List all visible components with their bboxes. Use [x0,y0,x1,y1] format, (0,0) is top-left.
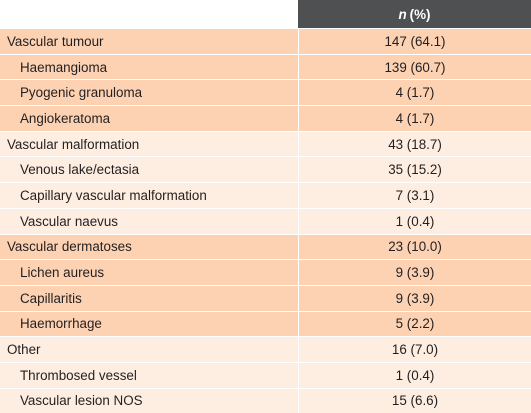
row-label: Haemangioma [20,59,108,75]
row-label: Vascular lesion NOS [20,393,143,409]
group-row-vascular-tumour: Vascular tumour 147 (64.1) [0,28,531,54]
group-row-vascular-dermatoses: Vascular dermatoses 23 (10.0) [0,233,531,260]
row-value: 9 (3.9) [298,260,531,285]
row-label: Vascular dermatoses [7,239,132,255]
row-label: Vascular malformation [7,136,140,152]
row-value: 16 (7.0) [298,337,531,362]
row-value: 35 (15.2) [298,157,531,183]
row-value: 15 (6.6) [298,388,531,413]
row-label: Angiokeratoma [20,110,111,126]
table-row: Capillaritis 9 (3.9) [0,284,531,311]
header-blank-cell [0,0,298,28]
table-row: Haemangioma 139 (60.7) [0,53,531,80]
row-value: 5 (2.2) [298,311,531,337]
row-label: Vascular tumour [7,33,104,49]
table-row: Thrombosed vessel 1 (0.4) [0,361,531,388]
table-row: Angiokeratoma 4 (1.7) [0,105,531,131]
table-row: Haemorrhage 5 (2.2) [0,310,531,337]
row-label: Haemorrhage [20,316,102,332]
row-value: 4 (1.7) [298,106,531,131]
header-n-pct-cell: n (%) [298,0,531,28]
row-value: 139 (60.7) [298,54,531,80]
row-label: Other [7,342,41,358]
table-row: Capillary vascular malformation 7 (3.1) [0,182,531,208]
table-row: Vascular naevus 1 (0.4) [0,207,531,234]
table-row: Pyogenic granuloma 4 (1.7) [0,79,531,106]
row-label: Capillary vascular malformation [20,187,207,203]
header-n: n [398,6,407,22]
group-row-vascular-malformation: Vascular malformation 43 (18.7) [0,130,531,157]
row-value: 23 (10.0) [298,234,531,260]
table-row: Venous lake/ectasia 35 (15.2) [0,156,531,183]
row-value: 7 (3.1) [298,183,531,208]
row-label: Thrombosed vessel [20,367,137,383]
row-label: Venous lake/ectasia [20,162,140,178]
table-row: Vascular lesion NOS 15 (6.6) [0,387,531,413]
header-pct: (%) [409,6,431,22]
row-value: 43 (18.7) [298,131,531,157]
row-value: 9 (3.9) [298,285,531,311]
row-label: Pyogenic granuloma [20,85,143,101]
row-value: 1 (0.4) [298,362,531,388]
group-row-other: Other 16 (7.0) [0,336,531,362]
row-label: Lichen aureus [20,265,105,281]
row-label: Capillaritis [20,290,82,306]
table-row: Lichen aureus 9 (3.9) [0,259,531,285]
row-value: 1 (0.4) [298,208,531,234]
row-value: 147 (64.1) [298,29,531,54]
row-label: Vascular naevus [20,213,119,229]
row-value: 4 (1.7) [298,80,531,106]
table-header: n (%) [0,0,531,28]
